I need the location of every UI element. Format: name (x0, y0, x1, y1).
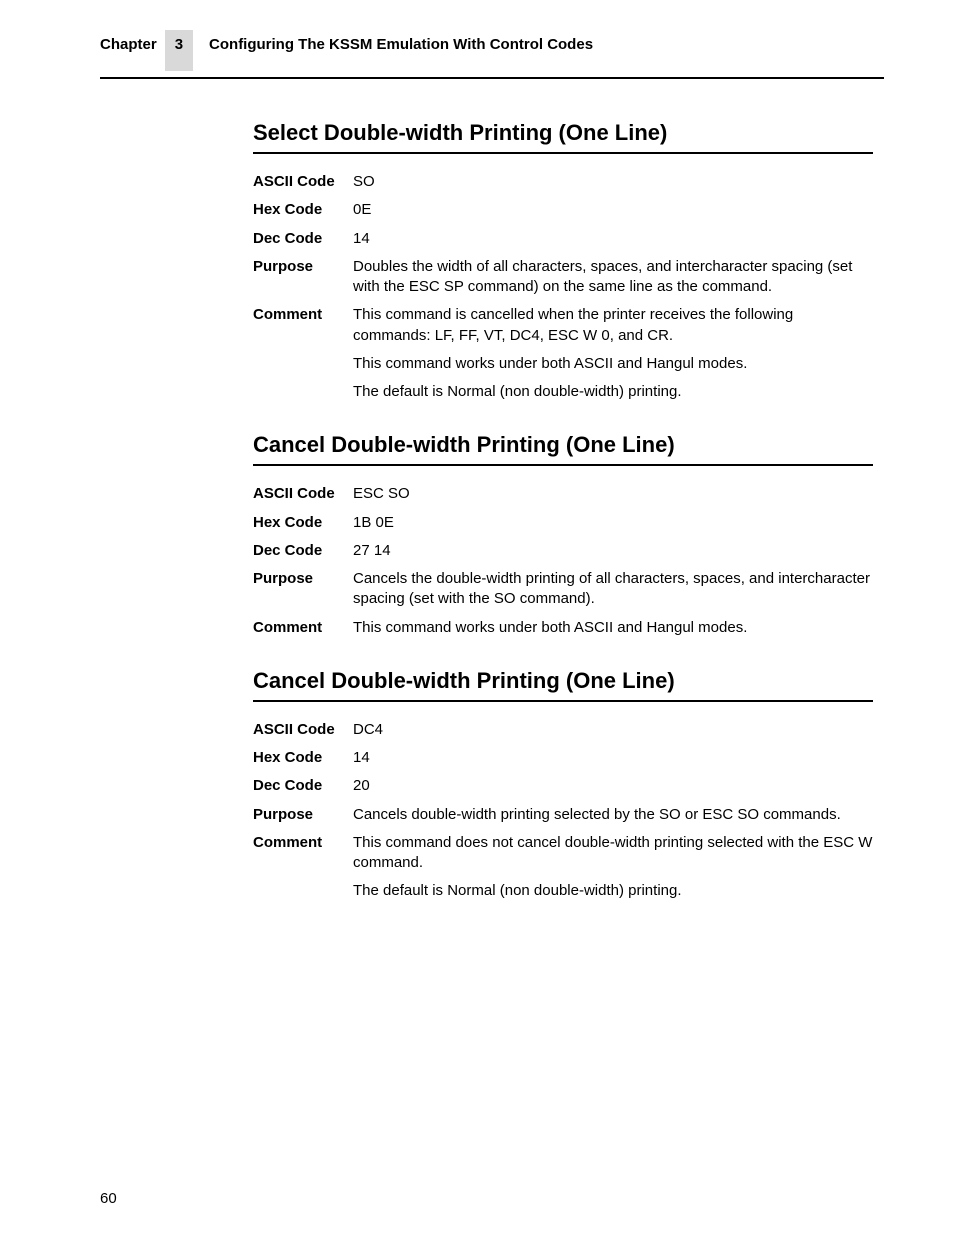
table-row: Hex Code14 (253, 748, 873, 768)
page-number: 60 (100, 1190, 117, 1207)
table-row: Dec Code20 (253, 776, 873, 796)
row-label: Hex Code (253, 200, 353, 220)
row-value: This command is cancelled when the print… (353, 305, 873, 402)
row-value: ESC SO (353, 484, 873, 504)
row-value: 27 14 (353, 541, 873, 561)
row-value: 14 (353, 748, 873, 768)
section-title: Cancel Double-width Printing (One Line) (253, 432, 873, 466)
row-label: Comment (253, 305, 353, 402)
page-content: Select Double-width Printing (One Line) … (253, 120, 873, 910)
row-label: Comment (253, 618, 353, 638)
table-row: ASCII CodeESC SO (253, 484, 873, 504)
table-row: Comment This command does not cancel dou… (253, 833, 873, 902)
row-value: 1B 0E (353, 513, 873, 533)
header-chapter-title: Configuring The KSSM Emulation With Cont… (209, 36, 593, 53)
row-label: ASCII Code (253, 172, 353, 192)
header-chapter-number: 3 (165, 30, 193, 71)
row-label: ASCII Code (253, 484, 353, 504)
table-row: PurposeCancels the double-width printing… (253, 569, 873, 610)
row-label: ASCII Code (253, 720, 353, 740)
row-label: Purpose (253, 569, 353, 610)
table-row: Dec Code14 (253, 229, 873, 249)
row-label: Comment (253, 833, 353, 902)
row-label: Purpose (253, 257, 353, 298)
row-value: This command does not cancel double-widt… (353, 833, 873, 902)
page-header: Chapter 3 Configuring The KSSM Emulation… (100, 36, 884, 79)
row-label: Dec Code (253, 776, 353, 796)
table-row: PurposeCancels double-width printing sel… (253, 805, 873, 825)
table-row: Hex Code1B 0E (253, 513, 873, 533)
table-row: PurposeDoubles the width of all characte… (253, 257, 873, 298)
row-label: Purpose (253, 805, 353, 825)
row-label: Dec Code (253, 541, 353, 561)
row-label: Hex Code (253, 748, 353, 768)
row-label: Dec Code (253, 229, 353, 249)
table-row: Comment This command is cancelled when t… (253, 305, 873, 402)
table-row: Dec Code27 14 (253, 541, 873, 561)
row-value: 20 (353, 776, 873, 796)
row-value: Cancels the double-width printing of all… (353, 569, 873, 610)
section-title: Select Double-width Printing (One Line) (253, 120, 873, 154)
row-value: DC4 (353, 720, 873, 740)
row-value: SO (353, 172, 873, 192)
table-row: Hex Code0E (253, 200, 873, 220)
row-value: Doubles the width of all characters, spa… (353, 257, 873, 298)
row-value: 14 (353, 229, 873, 249)
table-row: CommentThis command works under both ASC… (253, 618, 873, 638)
table-row: ASCII CodeDC4 (253, 720, 873, 740)
section-title: Cancel Double-width Printing (One Line) (253, 668, 873, 702)
row-value: Cancels double-width printing selected b… (353, 805, 873, 825)
row-value: This command works under both ASCII and … (353, 618, 873, 638)
table-row: ASCII CodeSO (253, 172, 873, 192)
row-label: Hex Code (253, 513, 353, 533)
row-value: 0E (353, 200, 873, 220)
header-chapter-label: Chapter (100, 36, 157, 53)
